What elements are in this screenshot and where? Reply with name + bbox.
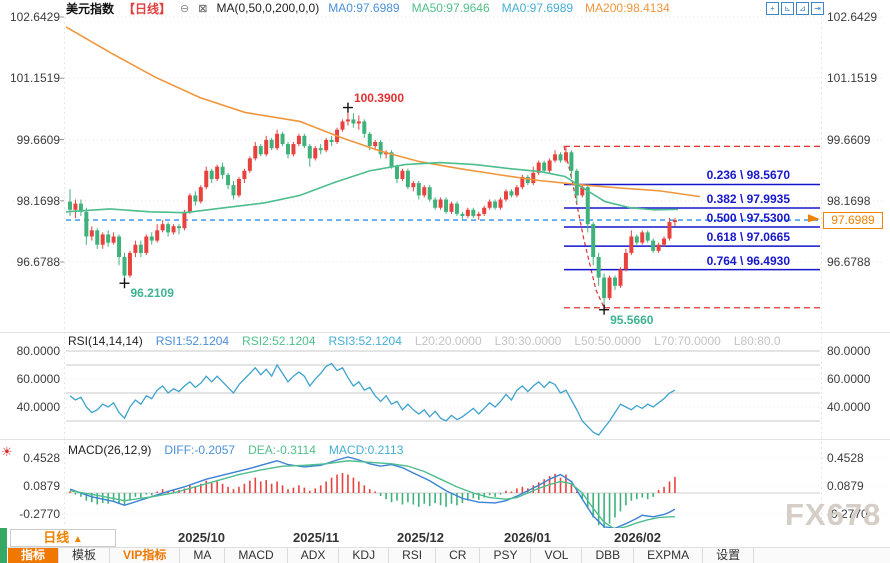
axis-scale-icon[interactable]: ⊾ (781, 2, 794, 15)
toolbar-item-指标[interactable]: 指标 (8, 548, 60, 563)
ma-settings: MA(0,50,0,200,0,0) (216, 1, 320, 15)
toolbar-item-模板[interactable]: 模板 (59, 548, 111, 563)
macd-header: MACD(26,12,9) DIFF:-0.2057 DEA:-0.3114 MAC… (68, 443, 403, 457)
toolbar-item-EXPMA[interactable]: EXPMA (634, 548, 704, 563)
ma-values: MA0:97.6989 MA50:97.9646 MA0:97.6989 MA200:… (328, 1, 682, 15)
axis-tick-label: 80.0000 (16, 344, 60, 358)
toolbar-item-RSI[interactable]: RSI (389, 548, 437, 563)
toolbar-item-VIP指标[interactable]: VIP指标 (110, 548, 181, 563)
bottom-left-accent (0, 528, 7, 563)
ma-value: MA50:97.9646 (411, 1, 490, 15)
chart-type-icon[interactable]: ⊠ (198, 2, 208, 15)
date-label: 2026/01 (504, 530, 551, 545)
axis-tick-label: 102.6429 (9, 10, 60, 24)
axis-tick-label: 99.6609 (16, 132, 60, 147)
indicator-value: DEA:-0.3114 (248, 443, 316, 457)
toolbar-item-DBB[interactable]: DBB (582, 548, 635, 563)
axis-tick-label: 40.0000 (827, 400, 871, 414)
price-annotation: 100.3900 (353, 90, 404, 105)
indicator-value: DIFF:-0.2057 (164, 443, 236, 457)
date-axis-row: 日线 ▲ 2025/10 2025/11 2025/12 2026/01 2026/02 (0, 528, 890, 547)
indicator-value: L30:30.0000 (494, 334, 562, 348)
macd-title: MACD(26,12,9) (68, 443, 152, 457)
axis-tick-label: -0.2770 (19, 507, 60, 522)
live-indicator-icon: ☀ (1, 444, 13, 459)
axis-tick-label: 98.1698 (16, 193, 60, 208)
indicator-value: RSI2:52.1204 (242, 334, 316, 348)
toolbar-item-设置[interactable]: 设置 (703, 548, 755, 563)
indicator-value: L20:20.0000 (414, 334, 482, 348)
date-label: 2025/12 (397, 530, 444, 545)
indicator-toolbar: 指标 模板 VIP指标 MA MACD ADX KDJ RSI CR PSY VOL DBB EXPMA… (0, 547, 890, 563)
indicator-value: L50:50.0000 (574, 334, 642, 348)
fib-level-label: 0.618 \ 97.0665 (706, 230, 790, 245)
axis-tick-label: 0.0879 (827, 479, 864, 494)
indicator-value: L70:70.0000 (654, 334, 721, 348)
axis-tick-label: 60.0000 (16, 372, 60, 386)
axis-tick-label: 80.0000 (827, 344, 871, 358)
axis-tick-label: 0.4528 (23, 451, 60, 466)
indicator-value: L80:80.0 (733, 334, 781, 348)
date-label: 2025/10 (178, 530, 225, 545)
axis-tick-label: 0.0879 (23, 479, 60, 494)
ma-value: MA200:98.4134 (585, 1, 670, 15)
axis-tick-label: 101.1519 (827, 71, 878, 86)
toolbar-item-PSY[interactable]: PSY (480, 548, 532, 563)
toolbar-item-KDJ[interactable]: KDJ (339, 548, 390, 563)
axis-play-icon[interactable]: ⊿ (796, 2, 809, 15)
axis-tick-label: 99.6609 (827, 132, 871, 147)
toolbar-item-ADX[interactable]: ADX (288, 548, 340, 563)
detach-window-icon[interactable]: ⇥ (811, 2, 824, 15)
symbol-name: 美元指数 (66, 1, 115, 16)
period-tag: 【日线】 (123, 1, 172, 16)
chevron-up-icon: ▲ (72, 534, 83, 545)
fib-level-label: 0.500 \ 97.5300 (706, 211, 790, 226)
axis-tick-label: -0.2770 (827, 507, 868, 522)
toolbar-item-CR[interactable]: CR (436, 548, 481, 563)
price-annotation: 96.2109 (130, 286, 174, 301)
indicator-value: MACD:0.2113 (328, 443, 404, 457)
indicator-value: RSI3:52.1204 (328, 334, 402, 348)
axis-tick-label: 102.6429 (827, 10, 878, 24)
window-icon-group: + ⊾ ⊿ ⇥ (766, 2, 824, 15)
chart-header: 美元指数 【日线】 ⊖ ⊠ MA(0,50,0,200,0,0) MA0:97.… (66, 1, 682, 16)
current-price-tag: 97.6989 (823, 212, 883, 230)
axis-tick-label: 40.0000 (16, 400, 60, 414)
axis-tick-label: 96.6788 (16, 255, 60, 269)
price-annotation: 95.5660 (610, 312, 654, 327)
axis-tick-label: 60.0000 (827, 372, 871, 386)
toolbar-item-MA[interactable]: MA (180, 548, 226, 563)
ma-value: MA0:97.6989 (328, 1, 400, 15)
axis-tick-label: 98.1698 (827, 193, 871, 208)
ma-value: MA0:97.6989 (501, 1, 574, 15)
fib-level-label: 0.764 \ 96.4930 (706, 253, 790, 268)
period-selector[interactable]: 日线 ▲ (10, 529, 116, 547)
fib-level-label: 0.382 \ 97.9935 (706, 191, 790, 206)
collapse-icon[interactable]: ⊖ (180, 2, 190, 15)
toolbar-item-VOL[interactable]: VOL (531, 548, 583, 563)
period-selector-label: 日线 (43, 530, 70, 545)
toolbar-item-MACD[interactable]: MACD (225, 548, 288, 563)
axis-tick-label: 96.6788 (827, 255, 871, 269)
date-label: 2026/02 (614, 530, 661, 545)
fib-level-label: 0.236 \ 98.5670 (706, 168, 790, 183)
indicator-value: RSI1:52.1204 (155, 334, 230, 348)
rsi-header: RSI(14,14,14) RSI1:52.1204 RSI2:52.1204 RS… (68, 334, 781, 348)
axis-tick-label: 0.4528 (827, 451, 864, 466)
axis-tick-label: 101.1519 (9, 71, 60, 86)
date-label: 2025/11 (293, 530, 340, 545)
rsi-title: RSI(14,14,14) (68, 334, 143, 348)
crosshair-icon[interactable]: + (766, 2, 779, 15)
